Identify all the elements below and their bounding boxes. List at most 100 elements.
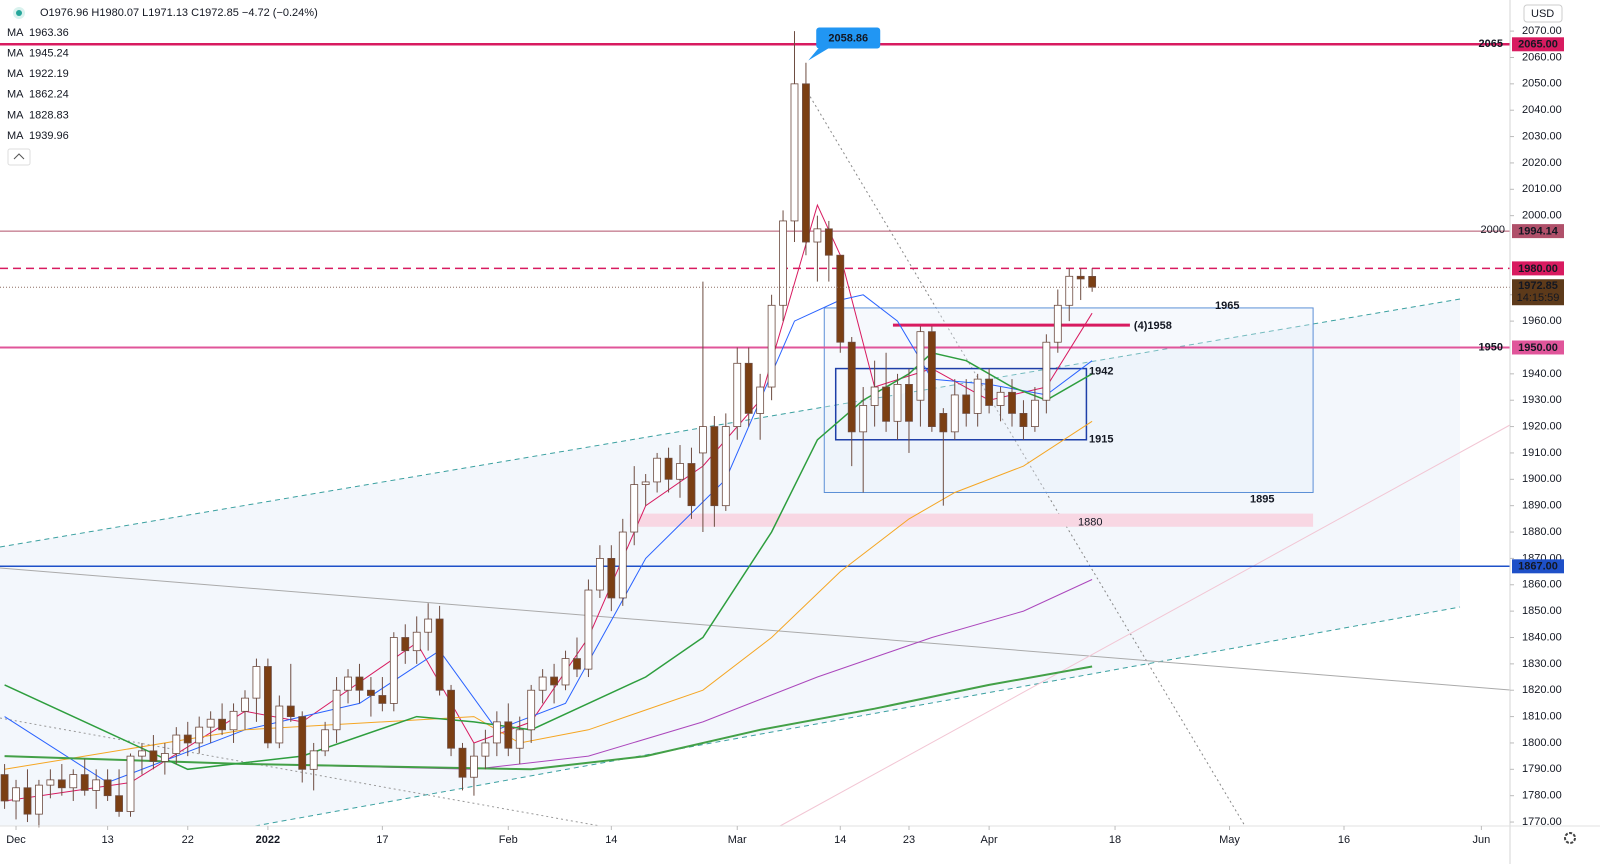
candle-body: [218, 718, 226, 731]
price-tag-label: 1950.00: [1518, 342, 1558, 354]
ma-line: [4, 665, 1093, 771]
candle-body: [687, 463, 696, 507]
candle-body: [492, 721, 501, 744]
candle-body: [824, 228, 833, 256]
y-tick-label: 1960.00: [1522, 315, 1562, 327]
legend-name: MA: [7, 48, 24, 60]
candle-body: [160, 753, 169, 762]
y-tick-label: 1840.00: [1522, 631, 1562, 643]
y-tick-label: 1880.00: [1522, 526, 1562, 538]
x-tick-label: 13: [101, 834, 113, 846]
open: O1976.96: [40, 7, 88, 19]
candle-body: [561, 658, 570, 686]
candle-body: [527, 689, 536, 731]
candle-body: [80, 774, 89, 791]
candle-body: [710, 426, 719, 507]
price-tag-label: 1867.00: [1518, 561, 1558, 573]
candle-body: [744, 362, 753, 414]
y-tick-label: 2010.00: [1522, 183, 1562, 195]
x-tick-label: 16: [1338, 834, 1350, 846]
y-tick-label: 1830.00: [1522, 658, 1562, 670]
candle-body: [813, 228, 822, 243]
candle-body: [321, 729, 330, 752]
candle-body: [126, 755, 135, 812]
candle-body: [57, 779, 66, 789]
candle-body: [641, 481, 650, 485]
candle-body: [470, 755, 478, 778]
candle-body: [916, 331, 925, 401]
candle-body: [275, 705, 284, 744]
candle-body: [309, 750, 318, 770]
level-label: 1950: [1479, 341, 1503, 353]
candle-body: [962, 394, 971, 414]
candle-body: [882, 386, 890, 422]
y-tick-label: 1890.00: [1522, 500, 1562, 512]
candle-body: [985, 378, 994, 406]
candle-body: [92, 779, 101, 791]
candle-body: [35, 784, 43, 815]
candle-body: [344, 676, 352, 691]
candle-body: [115, 795, 123, 812]
candle-body: [847, 341, 856, 433]
y-tick-label: 2000.00: [1522, 210, 1562, 222]
candle-body: [1042, 341, 1051, 401]
collapse-button[interactable]: [7, 148, 31, 166]
candle-body: [241, 697, 249, 712]
candle-body: [229, 710, 238, 731]
y-tick-label: 2020.00: [1522, 157, 1562, 169]
last-price-tag: [1512, 279, 1564, 306]
trend-line: [779, 424, 1511, 827]
x-tick-label: 14: [834, 834, 846, 846]
candle-body: [790, 83, 799, 222]
price-tag: [1512, 261, 1564, 276]
currency-button[interactable]: [1523, 4, 1563, 23]
candle-body: [355, 676, 364, 691]
candle-body: [447, 689, 455, 749]
y-tick-label: 1900.00: [1522, 473, 1562, 485]
level-label: 2065: [1479, 38, 1503, 50]
candle-body: [939, 412, 948, 433]
y-tick-label: 1820.00: [1522, 684, 1562, 696]
price-tag-label: 2065.00: [1518, 39, 1558, 51]
x-tick-label: Jun: [1473, 834, 1491, 846]
candle-body: [573, 658, 581, 670]
candle-body: [103, 779, 112, 797]
collapse-icon: [13, 153, 25, 160]
price-tag: [1512, 224, 1564, 239]
candle-body: [389, 637, 398, 704]
y-tick-label: 1800.00: [1522, 737, 1562, 749]
legend-name: MA: [7, 27, 24, 39]
y-tick-label: 1810.00: [1522, 710, 1562, 722]
legend-value: 1828.83: [29, 109, 69, 121]
x-tick-label: May: [1219, 834, 1240, 846]
candle-body: [973, 378, 982, 414]
legend-name: MA: [7, 68, 24, 80]
legend-value: 1862.24: [29, 89, 69, 101]
candle-body: [1031, 399, 1039, 427]
candle-body: [595, 558, 604, 591]
candle-body: [550, 676, 558, 686]
box-label: 1915: [1089, 434, 1113, 446]
candle-body: [676, 463, 684, 480]
candle-body: [653, 457, 662, 483]
candle-body: [1065, 275, 1074, 306]
settings-icon[interactable]: [1564, 832, 1576, 844]
legend-value: 1939.96: [29, 130, 69, 142]
candle-body: [435, 618, 444, 691]
candle-body: [23, 787, 32, 815]
candle-body: [584, 589, 593, 670]
y-tick-label: 1910.00: [1522, 447, 1562, 459]
candle-body: [424, 618, 433, 633]
candle-body: [1076, 275, 1085, 280]
legend-value: 1945.24: [29, 48, 69, 60]
currency: USD: [1531, 8, 1554, 20]
candle-body: [12, 787, 20, 802]
y-tick-label: 1940.00: [1522, 368, 1562, 380]
candle-body: [893, 383, 902, 422]
x-tick-label: 17: [376, 834, 388, 846]
box-label: 1942: [1089, 365, 1113, 377]
box-label: 1895: [1250, 493, 1274, 505]
status-dot: [16, 10, 22, 16]
candle-body: [733, 362, 742, 427]
